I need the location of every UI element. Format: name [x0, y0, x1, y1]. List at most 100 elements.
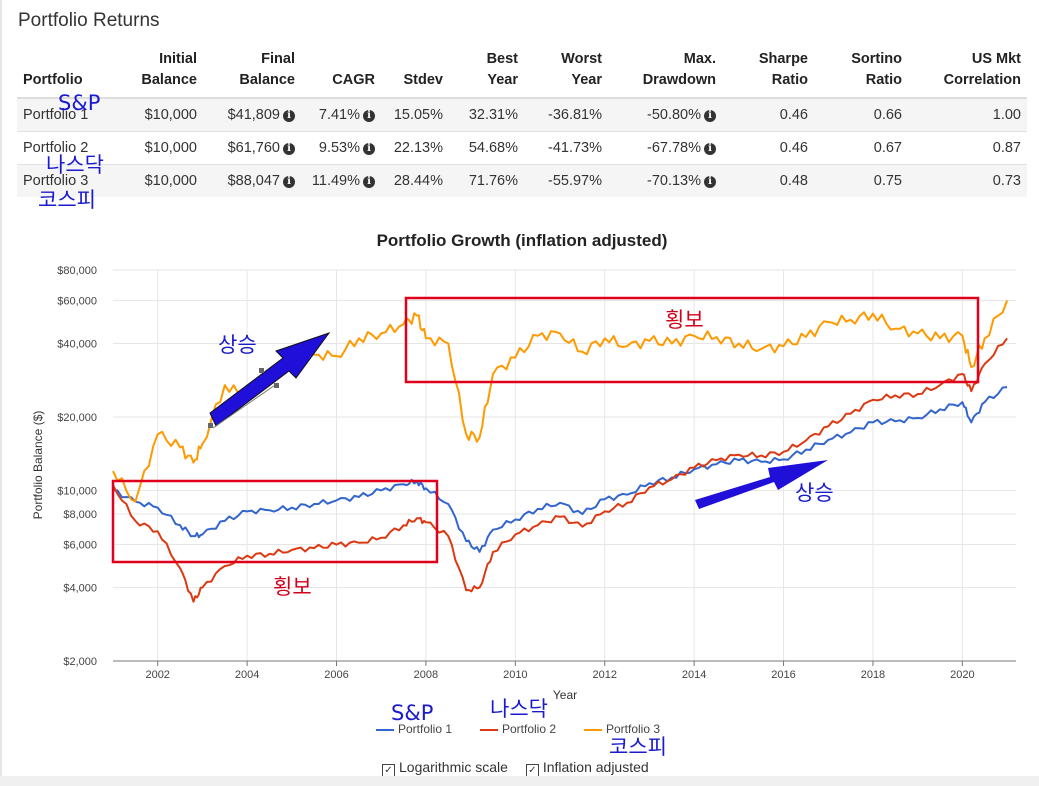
- col-header-line2: Correlation: [943, 72, 1021, 88]
- cell-sharpe-ratio: 0.46: [722, 97, 814, 132]
- y-tick-label: $60,000: [57, 295, 97, 307]
- cagr-value: 9.53%: [318, 140, 360, 156]
- cell-us-mkt-correlation: 0.87: [908, 131, 1027, 165]
- series-line-portfolio-2: [112, 337, 1008, 603]
- page-bottom-bar: [0, 776, 1039, 786]
- cell-best-year: 71.76%: [449, 164, 524, 197]
- cagr-value: 7.41%: [318, 107, 360, 123]
- legend-swatch: [480, 728, 498, 731]
- col-header-sharpe-ratio: Sharpe Ratio: [722, 46, 814, 99]
- col-header-max-drawdown: Max. Drawdown: [608, 46, 722, 99]
- max-drawdown-value: -70.13%: [646, 173, 701, 189]
- col-header-line2: Drawdown: [642, 72, 716, 88]
- inflation-adjusted-label: Inflation adjusted: [542, 759, 649, 775]
- x-tick-label: 2018: [861, 669, 885, 681]
- col-header-final-balance: Final Balance: [203, 46, 301, 99]
- cell-max-drawdown: -67.78% i: [608, 131, 722, 165]
- log-scale-label: Logarithmic scale: [399, 759, 508, 775]
- annotation-rise-label: 상승: [795, 481, 834, 505]
- info-icon[interactable]: i: [283, 176, 295, 188]
- col-header-line2: CAGR: [332, 72, 375, 88]
- x-tick-label: 2020: [950, 669, 974, 681]
- col-header-line2: Ratio: [771, 72, 808, 88]
- legend-item-portfolio-2[interactable]: Portfolio 2: [480, 722, 556, 736]
- info-icon[interactable]: i: [704, 176, 716, 188]
- x-tick-label: 2014: [682, 669, 706, 681]
- col-header-line2: Balance: [239, 72, 295, 88]
- cell-stdev: 15.05%: [381, 97, 449, 132]
- col-header-line1: Sharpe: [758, 51, 808, 67]
- cell-best-year: 54.68%: [449, 131, 524, 165]
- cell-cagr: 11.49% i: [301, 164, 381, 197]
- x-tick-label: 2010: [503, 669, 527, 681]
- sideways-highlight-box: [404, 296, 980, 384]
- col-header-portfolio: Portfolio: [17, 46, 117, 99]
- annotation-kospi-label: 코스피: [38, 188, 96, 212]
- cell-portfolio: Portfolio 2: [17, 131, 117, 165]
- page-left-border: [0, 0, 2, 786]
- cell-sortino-ratio: 0.66: [814, 97, 908, 132]
- legend-label: Portfolio 3: [606, 722, 661, 736]
- legend-label: Portfolio 2: [502, 722, 557, 736]
- legend-label: Portfolio 1: [398, 722, 453, 736]
- y-tick-label: $2,000: [63, 656, 97, 668]
- cell-worst-year: -41.73%: [524, 131, 608, 165]
- series-line-portfolio-1: [113, 386, 1008, 553]
- cell-final-balance: $88,047 i: [203, 164, 301, 197]
- annotation-nasdaq-label: 나스닥: [46, 153, 104, 177]
- col-header-line1: Best: [486, 51, 518, 67]
- annotation-sideways-label: 횡보: [665, 308, 704, 332]
- cell-final-balance: $41,809 i: [203, 97, 301, 132]
- info-icon[interactable]: i: [363, 176, 375, 188]
- rise-arrow-icon: [208, 332, 331, 429]
- info-icon[interactable]: i: [704, 143, 716, 155]
- log-scale-option[interactable]: ✓ Logarithmic scale: [382, 759, 508, 777]
- table-row: Portfolio 1 $10,000 $41,809 i 7.41% i 15.0…: [17, 97, 1027, 132]
- col-header-line2: Balance: [141, 72, 197, 88]
- legend-swatch: [584, 728, 602, 731]
- col-header-line2: Ratio: [865, 72, 902, 88]
- x-axis-ticks: 2002 2004 2006 2008 2010 2012 2014 2016 2018 2020: [145, 661, 975, 681]
- x-tick-label: 2012: [592, 669, 616, 681]
- legend-item-portfolio-3[interactable]: Portfolio 3: [584, 722, 660, 736]
- y-axis-label: Portfolio Balance ($): [31, 411, 45, 520]
- annotation-rise-label: 상승: [218, 333, 257, 357]
- annotation-snp-label: S&P: [58, 91, 101, 115]
- legend-swatch: [376, 728, 394, 731]
- annotation-snp-label: S&P: [391, 701, 433, 725]
- cell-portfolio: Portfolio 3: [17, 164, 117, 197]
- col-header-line1: Max.: [683, 51, 716, 67]
- col-header-line2: Year: [571, 72, 602, 88]
- cell-initial-balance: $10,000: [117, 164, 203, 197]
- col-header-line1: Final: [261, 51, 295, 67]
- final-balance-value: $88,047: [227, 173, 280, 189]
- col-header-line2: Year: [487, 72, 518, 88]
- info-icon[interactable]: i: [283, 110, 295, 122]
- cell-worst-year: -55.97%: [524, 164, 608, 197]
- y-tick-label: $20,000: [57, 412, 97, 424]
- info-icon[interactable]: i: [363, 110, 375, 122]
- final-balance-value: $61,760: [227, 140, 280, 156]
- col-header-line1: Initial: [159, 51, 197, 67]
- rise-arrow-icon: [695, 460, 828, 509]
- col-header-line1: Worst: [561, 51, 602, 67]
- y-tick-label: $40,000: [57, 338, 97, 350]
- cell-cagr: 9.53% i: [301, 131, 381, 165]
- y-tick-label: $80,000: [57, 265, 97, 277]
- col-header-stdev: Stdev: [381, 46, 449, 99]
- cell-initial-balance: $10,000: [117, 131, 203, 165]
- inflation-adjusted-option[interactable]: ✓ Inflation adjusted: [525, 759, 649, 777]
- sideways-highlight-box: [111, 479, 439, 564]
- annotation-sideways-label: 횡보: [273, 575, 312, 599]
- info-icon[interactable]: i: [704, 110, 716, 122]
- cell-sharpe-ratio: 0.48: [722, 164, 814, 197]
- info-icon[interactable]: i: [363, 143, 375, 155]
- x-axis-label: Year: [553, 688, 577, 702]
- annotation-kospi-label: 코스피: [609, 735, 667, 759]
- legend-item-portfolio-1[interactable]: Portfolio 1: [376, 722, 452, 736]
- col-header-line2: Stdev: [403, 72, 444, 88]
- col-header-line2: Portfolio: [23, 72, 83, 88]
- info-icon[interactable]: i: [283, 143, 295, 155]
- cell-worst-year: -36.81%: [524, 97, 608, 132]
